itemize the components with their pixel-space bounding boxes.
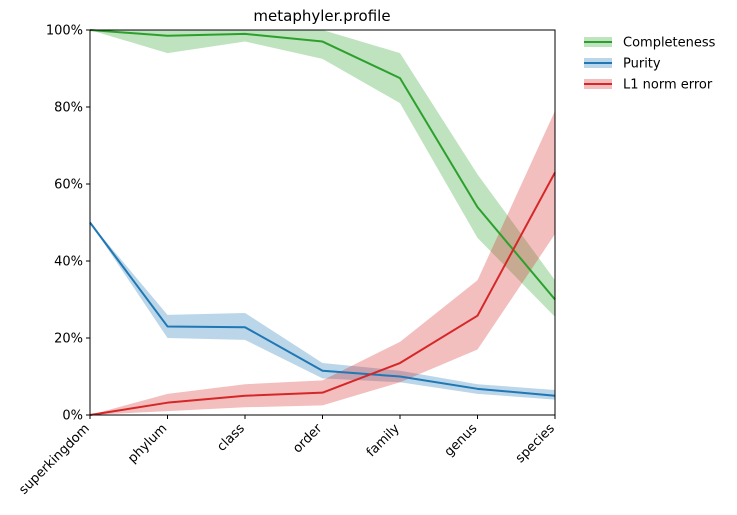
x-tick-label: genus	[442, 421, 481, 460]
chart-title: metaphyler.profile	[253, 7, 390, 25]
x-tick-label: order	[290, 421, 326, 457]
line-l1-norm-error	[89, 171, 556, 416]
legend-label: L1 norm error	[623, 78, 713, 93]
confidence-bands	[90, 30, 555, 415]
legend-label: Purity	[623, 57, 661, 72]
x-tick-label: class	[214, 421, 248, 455]
band-purity	[90, 222, 555, 400]
x-tick-label: family	[364, 421, 403, 460]
y-tick-label: 60%	[54, 178, 83, 193]
legend-item-purity: Purity	[584, 57, 661, 72]
y-tick-label: 40%	[54, 255, 83, 270]
band-completeness	[90, 30, 555, 317]
x-axis: superkingdom phylum class order family genus s…	[16, 415, 558, 498]
x-tick-label: superkingdom	[16, 421, 92, 497]
line-purity	[89, 221, 556, 397]
y-tick-label: 20%	[54, 332, 83, 347]
legend-item-l1-norm-error: L1 norm error	[584, 78, 713, 93]
y-tick-label: 80%	[54, 101, 83, 116]
line-completeness	[89, 29, 556, 301]
y-tick-label: 100%	[46, 24, 83, 39]
x-tick-label: phylum	[125, 421, 170, 466]
y-axis: 0% 20% 40% 60% 80% 100%	[46, 24, 90, 424]
y-tick-label: 0%	[62, 409, 83, 424]
x-tick-label: species	[513, 421, 558, 466]
legend-label: Completeness	[623, 36, 716, 51]
series-lines	[89, 29, 556, 416]
legend-item-completeness: Completeness	[584, 36, 716, 51]
legend: Completeness Purity L1 norm error	[584, 36, 716, 93]
